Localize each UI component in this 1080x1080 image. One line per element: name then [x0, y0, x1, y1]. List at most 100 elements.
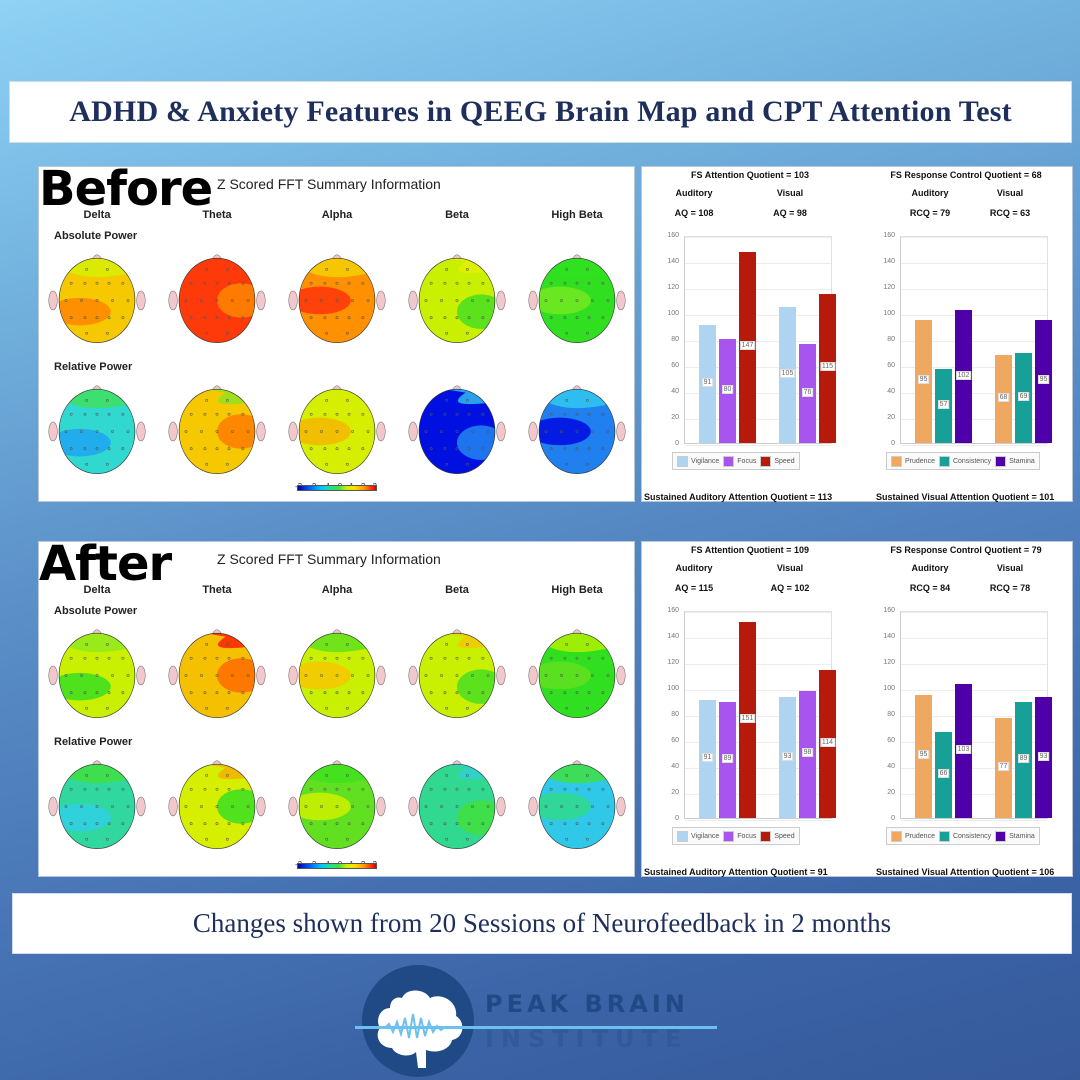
attention-chart-after: FS Attention Quotient = 109 Auditory Visua…: [642, 542, 858, 878]
bar-focus: 80: [719, 339, 736, 443]
y-tick: 40: [671, 388, 679, 395]
y-tick: 100: [883, 310, 895, 317]
caption-text: Changes shown from 20 Sessions of Neurof…: [192, 908, 892, 938]
bar-vigilance: 91: [699, 699, 716, 818]
legend-item: Stamina: [995, 830, 1035, 842]
bar-consistency: 57: [935, 368, 952, 443]
caption-banner: Changes shown from 20 Sessions of Neurof…: [12, 893, 1072, 954]
head-map-relative-delta: [47, 373, 147, 483]
logo-text-institute: INSTITUTE: [485, 1025, 689, 1053]
bar-plot: 160 140 120 100 80 60 40 20 0 91 93 89 98 151 114: [667, 607, 836, 822]
peak-brain-institute-logo: PEAK BRAIN INSTITUTE: [355, 960, 725, 1078]
legend-item: Prudence: [891, 455, 935, 467]
response-control-chart-before: FS Response Control Quotient = 68 Auditor…: [858, 167, 1074, 503]
legend-item: Consistency: [938, 830, 991, 842]
y-tick: 120: [883, 284, 895, 291]
bar-consistency: 66: [935, 732, 952, 818]
bar-value-label: 77: [997, 761, 1010, 771]
title-banner: ADHD & Anxiety Features in QEEG Brain Ma…: [9, 81, 1072, 143]
left-quotient: RCQ = 84: [909, 583, 951, 593]
head-map-relative-alpha: [287, 373, 387, 483]
qeeg-title: Z Scored FFT Summary Information: [217, 551, 441, 567]
y-tick: 0: [675, 440, 679, 447]
legend-swatch: [891, 830, 902, 842]
y-tick: 0: [891, 440, 895, 447]
bar-value-label: 115: [819, 362, 836, 372]
bar-stamina: 103: [955, 684, 972, 818]
y-tick: 100: [667, 310, 679, 317]
band-label-beta: Beta: [445, 209, 469, 221]
y-tick: 60: [671, 362, 679, 369]
head-map-absolute-beta: [407, 242, 507, 352]
bar-value-label: 89: [1017, 754, 1030, 764]
bar-value-label: 95: [917, 375, 930, 385]
bar-value-label: 98: [801, 748, 814, 758]
y-tick: 20: [887, 414, 895, 421]
bar-prudence: 95: [915, 694, 932, 818]
y-tick: 0: [675, 815, 679, 822]
cpt-heading: FS Response Control Quotient = 79: [890, 545, 1042, 555]
bar-value-label: 89: [721, 754, 734, 764]
band-label-beta: Beta: [445, 584, 469, 596]
bar-value-label: 95: [917, 750, 930, 760]
y-tick: 80: [671, 711, 679, 718]
cpt-heading: FS Response Control Quotient = 68: [890, 170, 1042, 180]
head-map-relative-high-beta: [527, 748, 627, 858]
legend-label: Prudence: [905, 832, 935, 840]
legend-item: Focus: [723, 830, 757, 842]
bar-value-label: 151: [739, 713, 756, 723]
head-map-relative-theta: [167, 373, 267, 483]
bar-stamina: 95: [1035, 319, 1052, 443]
right-quotient: AQ = 102: [770, 583, 810, 593]
head-map-absolute-beta: [407, 617, 507, 727]
head-map-absolute-theta: [167, 617, 267, 727]
head-map-relative-theta: [167, 748, 267, 858]
left-quotient: AQ = 115: [674, 583, 714, 593]
bar-plot: 160 140 120 100 80 60 40 20 0 91 105 80 76 147 115: [667, 232, 836, 447]
legend-swatch: [723, 830, 735, 842]
y-tick: 140: [883, 258, 895, 265]
legend-swatch: [891, 455, 902, 467]
y-tick: 40: [671, 763, 679, 770]
band-label-alpha: Alpha: [321, 584, 353, 596]
legend-label: Prudence: [905, 457, 935, 465]
legend-label: Vigilance: [691, 832, 720, 840]
right-quotient: RCQ = 78: [989, 583, 1031, 593]
bar-vigilance: 93: [779, 697, 796, 818]
head-map-relative-beta: [407, 373, 507, 483]
bar-value-label: 80: [721, 385, 734, 394]
y-tick: 80: [887, 711, 895, 718]
y-tick: 140: [667, 258, 679, 265]
y-tick: 100: [883, 685, 895, 692]
legend-swatch: [723, 455, 735, 467]
bar-value-label: 103: [955, 745, 972, 755]
bar-focus: 98: [799, 690, 816, 818]
bar-value-label: 93: [781, 751, 794, 761]
y-tick: 120: [667, 659, 679, 666]
cpt-panel-before: FS Attention Quotient = 103 Auditory Visua…: [641, 166, 1073, 502]
bar-focus: 89: [719, 702, 736, 818]
eeg-wave-icon: [375, 1013, 475, 1039]
y-tick: 120: [883, 659, 895, 666]
legend-label: Stamina: [1009, 832, 1035, 840]
bar-value-label: 57: [937, 399, 950, 409]
qeeg-title: Z Scored FFT Summary Information: [217, 176, 441, 192]
stage-label-after: After: [39, 536, 172, 592]
band-label-high-beta: High Beta: [551, 209, 603, 221]
legend-swatch: [938, 455, 950, 467]
band-label-delta: Delta: [83, 209, 111, 221]
bar-value-label: 69: [1017, 392, 1030, 402]
sustained-quotient-footer: Sustained Visual Attention Quotient = 10…: [876, 492, 1055, 502]
y-tick: 100: [667, 685, 679, 692]
bar-stamina: 93: [1035, 697, 1052, 818]
legend-item: Vigilance: [677, 455, 719, 467]
legend-label: Speed: [774, 457, 795, 465]
head-map-absolute-alpha: [287, 617, 387, 727]
legend-item: Vigilance: [677, 830, 720, 842]
bar-consistency: 69: [1015, 353, 1032, 443]
legend-label: Focus: [737, 832, 757, 840]
row-label-absolute: Absolute Power: [54, 230, 138, 242]
head-map-relative-delta: [47, 748, 147, 858]
right-modality-label: Visual: [996, 563, 1024, 573]
head-map-absolute-delta: [47, 617, 147, 727]
